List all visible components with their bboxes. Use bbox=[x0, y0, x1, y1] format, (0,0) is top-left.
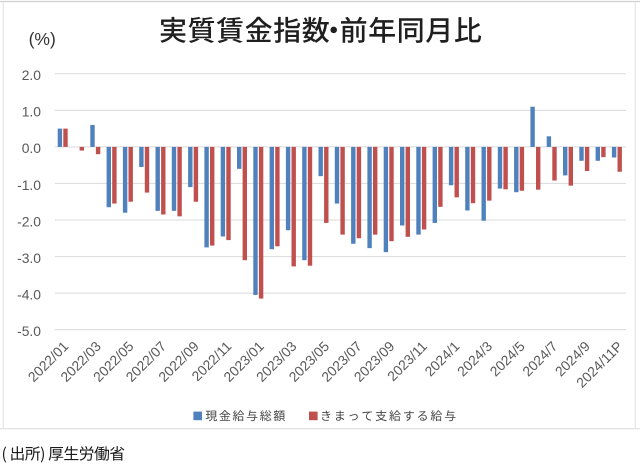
svg-text:2024/3: 2024/3 bbox=[454, 338, 496, 380]
svg-text:(%): (%) bbox=[29, 29, 56, 49]
svg-text:-1.0: -1.0 bbox=[17, 177, 41, 193]
svg-text:-2.0: -2.0 bbox=[17, 213, 41, 229]
svg-text:-5.0: -5.0 bbox=[17, 323, 41, 339]
svg-text:2.0: 2.0 bbox=[22, 67, 42, 83]
svg-text:-3.0: -3.0 bbox=[17, 250, 41, 266]
svg-text:2024/1: 2024/1 bbox=[421, 338, 463, 380]
svg-text:2024/7: 2024/7 bbox=[519, 338, 561, 380]
svg-text:2024/5: 2024/5 bbox=[486, 338, 528, 380]
svg-text:0.0: 0.0 bbox=[22, 140, 42, 156]
svg-text:1.0: 1.0 bbox=[22, 104, 42, 120]
svg-text:-4.0: -4.0 bbox=[17, 286, 41, 302]
